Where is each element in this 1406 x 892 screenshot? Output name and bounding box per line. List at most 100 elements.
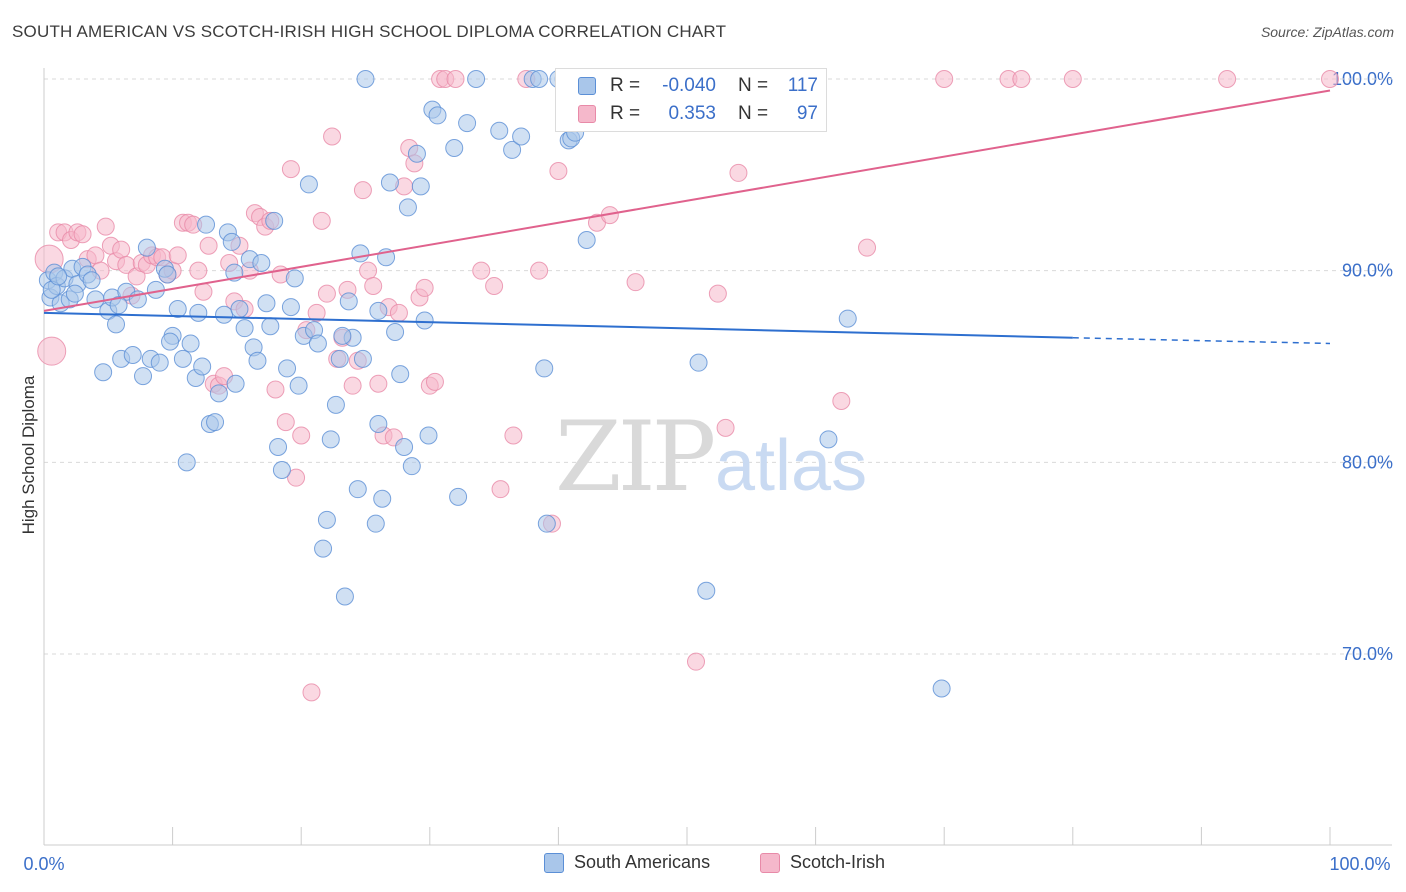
point-south-american [369,415,388,433]
point-south-american [173,349,192,368]
point-scotch-irish [194,282,213,301]
point-south-american [107,315,126,334]
point-south-american [123,346,142,364]
point-south-american [490,121,509,140]
point-scotch-irish [1321,70,1339,88]
point-scotch-irish [425,372,444,391]
point-scotch-irish [276,413,295,432]
point-scotch-irish [1012,70,1031,88]
point-south-american [428,106,447,125]
point-scotch-irish [1218,70,1237,88]
point-scotch-irish [716,418,735,437]
point-scotch-irish [168,246,187,265]
point-south-american [932,679,951,698]
point-scotch-irish [369,374,388,393]
point-south-american [285,269,304,288]
point-south-american [197,215,216,234]
point-scotch-irish [472,261,491,280]
point-south-american [269,438,288,456]
point-south-american [308,334,327,353]
point-south-american [419,426,438,445]
point-south-american [299,175,318,194]
y-tick-label: 90.0% [1342,261,1393,281]
point-scotch-irish [530,261,549,280]
legend-item-scotch-irish[interactable]: Scotch-Irish [760,852,885,873]
point-scotch-irish [302,683,321,702]
legend-r-label: R = [610,75,641,96]
point-south-american [391,365,410,384]
point-south-american [380,173,399,192]
legend-label-scotch-irish: Scotch-Irish [790,852,886,872]
point-south-american [348,480,367,499]
point-south-american [281,298,300,317]
point-south-american [230,300,249,318]
point-south-american [158,265,177,284]
point-south-american [317,510,336,529]
point-scotch-irish [935,70,954,88]
point-scotch-irish [832,392,851,410]
point-south-american [351,244,370,263]
point-scotch-irish [485,277,504,295]
point-south-american [161,332,180,351]
point-scotch-irish [415,278,434,297]
point-south-american [226,374,245,393]
point-scotch-irish [549,162,568,180]
point-south-american [530,70,549,88]
watermark-atlas: atlas [715,426,867,506]
point-south-american [333,326,352,345]
point-scotch-irish [96,217,115,236]
legend-n-label: N = [738,103,769,124]
point-scotch-irish [312,211,331,230]
legend-item-south-americans[interactable]: South Americans [544,852,710,873]
point-scotch-irish [1063,70,1082,88]
point-scotch-irish [189,261,208,280]
point-south-american [206,413,225,432]
point-south-american [577,231,596,249]
point-scotch-irish [626,273,645,292]
point-south-american [697,581,716,600]
trend-line-scotch-irish [43,89,1331,312]
point-south-american [215,305,234,324]
y-tick-label: 100.0% [1332,69,1393,89]
legend-r-value: 0.353 [668,103,716,124]
trend-line-extension [1072,337,1331,345]
point-south-american [134,367,153,386]
point-south-american [339,292,358,311]
stats-legend: R = -0.040 N = 117 R = 0.353 N = 97 [555,68,827,132]
point-south-american [150,353,169,372]
watermark-zip: ZIP [555,401,714,513]
point-scotch-irish [37,336,67,366]
legend-swatch-pink [578,105,596,123]
point-south-american [689,353,708,372]
point-south-american [537,514,556,533]
point-south-american [49,267,68,286]
legend-swatch-pink [760,852,780,873]
point-south-american [168,300,187,318]
point-south-american [353,349,372,368]
point-south-american [535,359,554,378]
point-south-american [278,359,297,378]
point-south-american [356,70,375,88]
point-south-american [314,539,333,558]
point-scotch-irish [307,303,326,322]
point-south-american [82,271,101,290]
point-south-american [402,457,421,476]
point-scotch-irish [708,284,727,303]
point-south-american [193,357,212,376]
legend-swatch-blue [578,77,596,95]
point-south-american [369,301,388,320]
point-scotch-irish [353,181,372,200]
point-south-american [407,144,426,163]
point-south-american [819,430,838,449]
point-scotch-irish [317,284,336,303]
point-south-american [209,384,228,403]
point-south-american [366,514,385,533]
point-south-american [94,363,113,382]
legend-n-label: N = [738,75,769,96]
point-south-american [330,349,349,368]
source-credit: Source: ZipAtlas.com [1260,24,1394,40]
point-south-american [252,254,271,272]
point-scotch-irish [389,303,408,322]
chart-title: SOUTH AMERICAN VS SCOTCH-IRISH HIGH SCHO… [12,22,727,41]
point-south-american [181,334,200,353]
